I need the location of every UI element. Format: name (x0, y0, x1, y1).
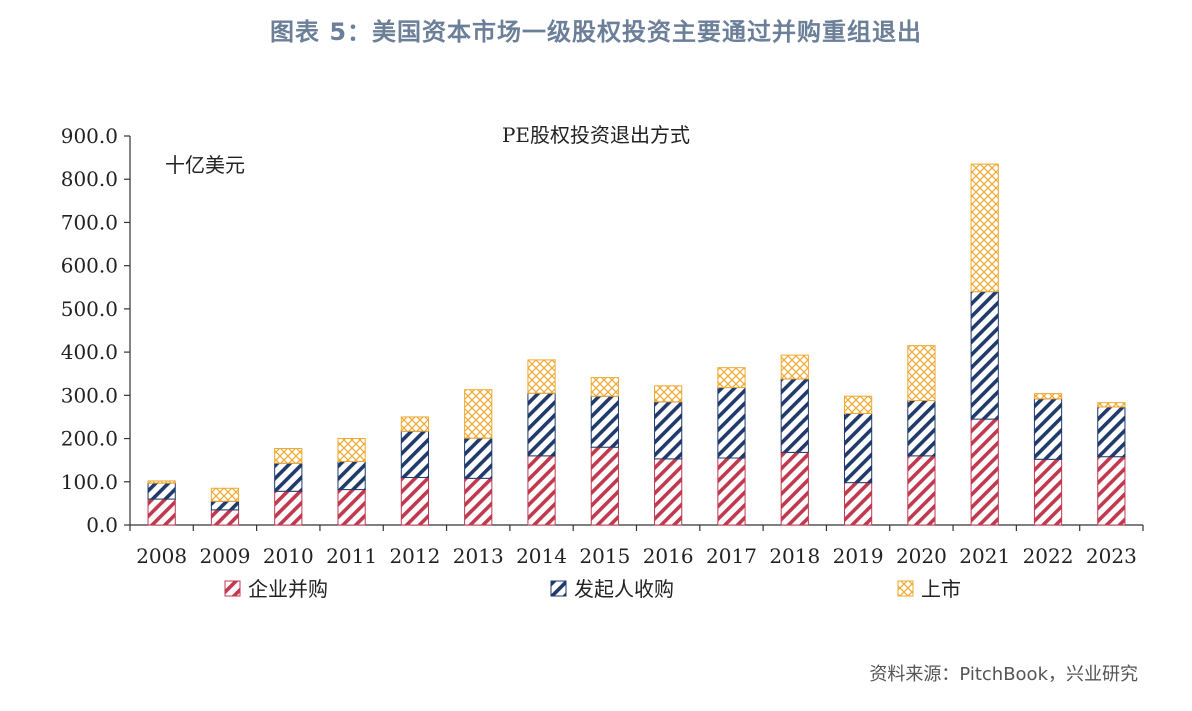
bar-segment (147, 480, 176, 484)
x-tick-label: 2017 (706, 544, 757, 568)
bar-segment (400, 416, 430, 432)
bar-segment (843, 412, 873, 484)
x-tick-label: 2016 (643, 544, 694, 568)
y-tick-label: 600.0 (61, 254, 118, 278)
unit-label: 十亿美元 (165, 153, 245, 177)
bar-segment (970, 418, 999, 526)
x-tick-label: 2013 (453, 544, 504, 568)
bar-segment (400, 476, 430, 526)
bar-segment (274, 490, 303, 526)
bar-segment (907, 400, 936, 457)
bar-segment (274, 447, 303, 464)
bar-segment (464, 389, 493, 439)
x-tick-label: 2019 (833, 544, 884, 568)
y-tick-label: 900.0 (61, 124, 118, 148)
bar-segment (210, 509, 240, 526)
legend-swatch (897, 580, 914, 597)
source-note: 资料来源：PitchBook，兴业研究 (869, 664, 1138, 685)
legend-label: 上市 (921, 577, 961, 601)
bar-segment (1033, 393, 1063, 400)
y-tick-label: 700.0 (61, 210, 118, 234)
bar-segment (717, 457, 746, 526)
x-tick-label: 2008 (136, 544, 187, 568)
legend-label: 企业并购 (248, 577, 328, 601)
bar-segment (527, 392, 556, 457)
x-tick-label: 2012 (389, 544, 440, 568)
bar-segment (654, 385, 683, 403)
y-axis: 0.0 100.0 200.0 300.0 400.0 500.0 600.0 700.0 80… (61, 124, 131, 537)
legend-swatch (550, 580, 567, 597)
bar-segment (1033, 458, 1063, 526)
chart-title: PE股权投资退出方式 (502, 123, 690, 147)
bar-segment (527, 455, 556, 526)
bar-segment (464, 477, 493, 526)
bar-segment (1097, 456, 1126, 526)
bars (147, 163, 1126, 526)
x-tick-label: 2021 (959, 544, 1010, 568)
bar-segment (970, 291, 999, 420)
y-tick-label: 200.0 (61, 427, 118, 451)
x-tick-label: 2014 (516, 544, 567, 568)
bar-segment (590, 446, 619, 526)
x-tick-label: 2009 (200, 544, 251, 568)
bar-segment (337, 460, 366, 491)
x-tick-label: 2022 (1023, 544, 1074, 568)
bar-segment (780, 354, 809, 380)
x-tick-label: 2010 (263, 544, 314, 568)
x-tick-label: 2011 (326, 544, 377, 568)
figure-title: 图表 5：美国资本市场一级股权投资主要通过并购重组退出 (269, 18, 923, 46)
bar-segment (274, 462, 303, 492)
bar-segment (654, 458, 683, 526)
y-tick-label: 500.0 (61, 297, 118, 321)
x-tick-label: 2020 (896, 544, 947, 568)
bar-segment (780, 378, 809, 453)
y-tick-label: 100.0 (61, 470, 118, 494)
bar-segment (590, 377, 619, 397)
bar-segment (907, 455, 936, 526)
bar-segment (210, 487, 240, 502)
bar-segment (400, 430, 430, 478)
bar-segment (1033, 398, 1063, 460)
y-tick-label: 800.0 (61, 167, 118, 191)
bar-segment (337, 438, 366, 462)
bar-segment (147, 482, 176, 500)
bar-segment (210, 500, 240, 511)
bar-segment (717, 367, 746, 389)
y-tick-label: 400.0 (61, 340, 118, 364)
y-tick-label: 0.0 (86, 513, 118, 537)
bar-segment (970, 163, 999, 293)
bar-segment (1097, 402, 1126, 408)
bar-segment (654, 401, 683, 460)
bar-segment (780, 451, 809, 526)
x-tick-label: 2023 (1086, 544, 1137, 568)
bar-segment (464, 437, 493, 479)
legend-swatch (224, 580, 241, 597)
bar-segment (147, 498, 176, 526)
x-axis: 2008 2009 2010 2011 2012 2013 2014 2015 2016 2017… (129, 524, 1144, 568)
bar-segment (590, 395, 619, 448)
y-tick-label: 300.0 (61, 383, 118, 407)
bar-segment (843, 482, 873, 526)
x-tick-label: 2018 (769, 544, 820, 568)
bar-segment (1097, 406, 1126, 458)
bar-segment (843, 395, 873, 414)
bar-segment (907, 345, 936, 402)
legend: 企业并购 发起人收购 上市 (224, 577, 961, 601)
legend-label: 发起人收购 (574, 577, 674, 601)
bar-segment (527, 359, 556, 394)
bar-segment (337, 489, 366, 526)
x-tick-label: 2015 (579, 544, 630, 568)
bar-segment (717, 387, 746, 459)
